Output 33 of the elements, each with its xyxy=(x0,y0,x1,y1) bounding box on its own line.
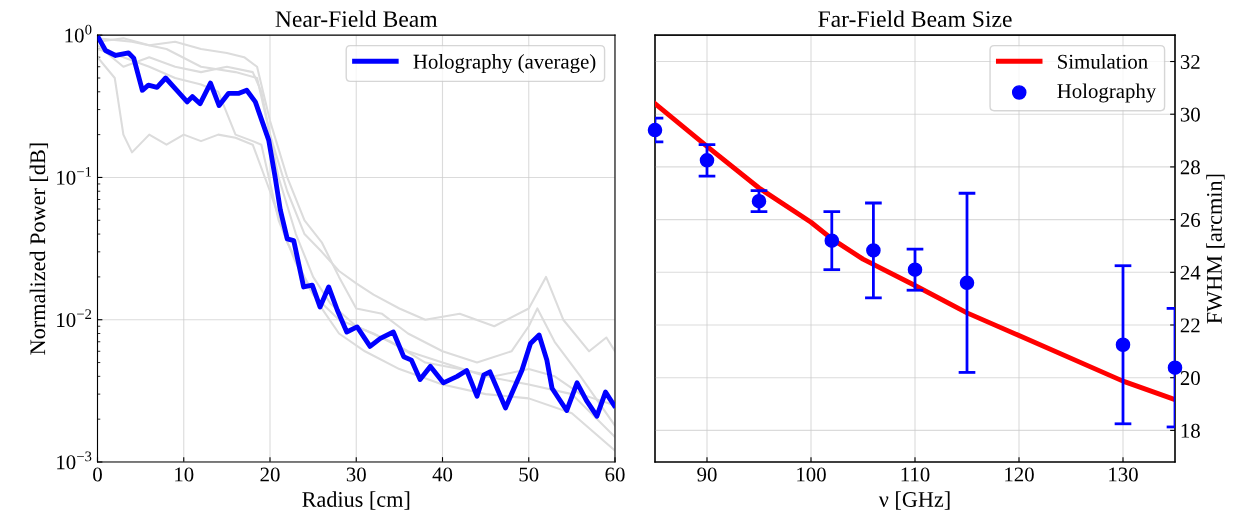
legend-label: Simulation xyxy=(1058,54,1148,69)
x-tick-label: 30 xyxy=(346,467,366,482)
x-axis-title: Radius [cm] xyxy=(302,491,410,510)
y2-tick-label: 30 xyxy=(1180,107,1200,122)
y-tick-label: 10$^{−1}$ xyxy=(57,166,92,185)
chart-title: Near-Field Beam xyxy=(275,10,438,28)
x-tick-label: 100 xyxy=(797,467,826,482)
x-tick-label: 120 xyxy=(1005,467,1034,482)
legend-label: Holography xyxy=(1057,83,1157,103)
legend-label: Holography (average) xyxy=(413,54,596,73)
y-tick-label: 10$^{0}$ xyxy=(65,24,92,43)
x-axis-title: ν [GHz] xyxy=(878,491,950,510)
x-tick-label: 60 xyxy=(605,467,625,482)
y2-tick-label: 32 xyxy=(1180,54,1200,69)
y-tick-label: 10$^{−2}$ xyxy=(57,309,92,328)
x-tick-label: 20 xyxy=(260,467,280,482)
x-tick-label: 90 xyxy=(697,467,717,482)
x-tick-label: 50 xyxy=(519,467,539,482)
y2-tick-label: 28 xyxy=(1180,160,1200,175)
x-tick-label: 110 xyxy=(901,467,930,482)
y2-tick-label: 20 xyxy=(1180,371,1200,386)
y-axis-title: Normalized Power [dB] xyxy=(29,143,49,355)
x-tick-label: 40 xyxy=(432,467,453,482)
x-tick-label: 10 xyxy=(175,467,194,482)
y2-tick-label: 24 xyxy=(1180,265,1201,280)
x-tick-label: 130 xyxy=(1109,467,1138,482)
y-tick-label: 10$^{−3}$ xyxy=(57,451,92,470)
y2-tick-label: 18 xyxy=(1181,423,1200,438)
y2-tick-label: 26 xyxy=(1180,213,1201,228)
chart-title: Far-Field Beam Size xyxy=(818,10,1012,28)
x-tick-label: 0 xyxy=(93,467,102,482)
y2-axis-title: FWHM [arcmin] xyxy=(1206,174,1225,324)
y2-tick-label: 22 xyxy=(1180,318,1200,333)
